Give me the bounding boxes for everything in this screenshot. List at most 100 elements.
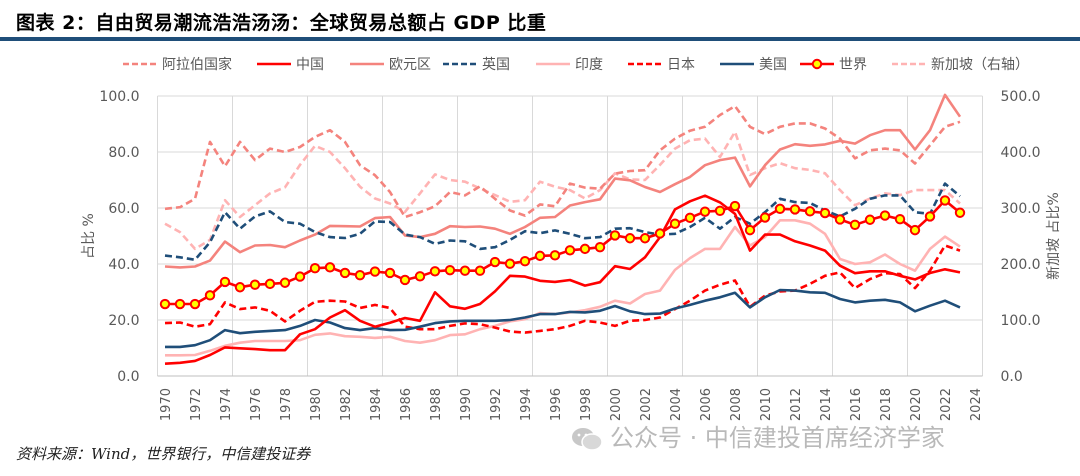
x-tick-label: 2004 (669, 388, 684, 421)
y-axis-label: 占比 % (81, 213, 97, 259)
data-point-world (834, 214, 846, 225)
watermark: 公众号 · 中信建投首席经济学家 (570, 418, 945, 453)
data-point-world (804, 206, 816, 217)
data-point-world (744, 224, 756, 236)
x-tick-label: 2000 (609, 388, 624, 421)
data-point-world (249, 279, 261, 290)
legend-label: 印度 (575, 57, 603, 73)
data-point-world (399, 274, 411, 286)
x-tick-label: 1990 (459, 388, 474, 421)
source-note: 资料来源：Wind，世界银行，中信建投证券 (16, 445, 311, 463)
data-point-world (429, 266, 441, 277)
y-tick-label: 100.0 (99, 89, 139, 105)
data-point-world (879, 210, 891, 221)
legend-label: 新加坡（右轴） (931, 57, 1029, 73)
legend-label: 日本 (667, 57, 695, 73)
series-line-5 (164, 244, 961, 334)
legend-marker (811, 58, 823, 70)
y-tick-label: 0.0 (117, 369, 139, 385)
x-tick-label: 1976 (249, 388, 264, 421)
data-point-world (549, 250, 561, 261)
data-point-world (504, 258, 516, 269)
data-point-world (864, 214, 876, 225)
data-point-world (894, 214, 906, 225)
data-point-world (459, 265, 471, 276)
data-point-world (279, 277, 291, 288)
y2-tick-label: 200.0 (1001, 257, 1041, 273)
wechat-icon (572, 428, 603, 451)
x-tick-label: 2008 (729, 388, 744, 421)
axes: 0.0 0.0 20.0 100.0 40.0 200.0 60.0 300.0 80.0 400… (81, 89, 1062, 421)
y2-axis-label: 新加坡 占比% (1046, 192, 1062, 280)
data-point-world (174, 298, 186, 310)
data-point-world (819, 207, 831, 219)
data-point-world (564, 245, 576, 256)
data-point-world (354, 270, 366, 281)
x-tick-label: 1998 (579, 388, 594, 421)
y2-tick-label: 500.0 (1001, 89, 1041, 105)
x-tick-label: 1992 (489, 388, 504, 421)
y2-tick-label: 400.0 (1001, 145, 1041, 161)
data-point-world (924, 211, 936, 222)
x-tick-label: 1982 (339, 388, 354, 421)
y2-tick-label: 100.0 (1001, 313, 1041, 329)
series-line-6 (165, 288, 961, 349)
series-line-1 (164, 194, 961, 365)
gridlines (157, 95, 983, 377)
data-point-world (579, 243, 591, 255)
x-tick-label: 1984 (369, 388, 384, 421)
x-tick-label: 1974 (219, 388, 234, 421)
y-tick-label: 40.0 (108, 257, 139, 273)
data-point-world (489, 256, 501, 268)
data-point-world (264, 278, 276, 290)
data-point-world (309, 263, 321, 274)
data-point-world (384, 267, 396, 279)
legend-label: 欧元区 (389, 57, 431, 73)
legend-label: 阿拉伯国家 (162, 56, 232, 73)
data-point-world (639, 233, 651, 244)
x-tick-label: 2002 (639, 388, 654, 421)
y-tick-label: 20.0 (108, 313, 139, 329)
data-point-world (294, 271, 306, 282)
x-tick-label: 1970 (159, 388, 174, 421)
legend-label: 美国 (759, 57, 787, 73)
y-tick-label: 80.0 (108, 145, 139, 161)
y-tick-label: 60.0 (108, 201, 139, 217)
x-tick-label: 1980 (309, 388, 324, 421)
watermark-text: 公众号 · 中信建投首席经济学家 (610, 424, 945, 452)
x-tick-label: 2022 (939, 388, 954, 421)
data-point-world (444, 264, 456, 276)
x-tick-label: 1996 (549, 388, 564, 421)
series-line-8 (164, 130, 961, 251)
x-tick-label: 2018 (879, 388, 894, 421)
x-tick-label: 2020 (909, 388, 924, 421)
data-point-world (624, 233, 636, 244)
series-line-0 (164, 104, 961, 219)
y2-tick-label: 0.0 (1001, 369, 1023, 385)
legend-label: 英国 (482, 56, 510, 73)
data-point-world (909, 224, 921, 236)
data-point-world (189, 298, 201, 310)
data-point-world (729, 200, 741, 212)
series-lines (159, 93, 966, 365)
data-point-world (324, 262, 336, 273)
x-tick-label: 1994 (519, 388, 534, 421)
data-point-world (609, 230, 621, 241)
data-point-world (519, 256, 531, 267)
data-point-world (774, 203, 786, 215)
data-point-world (414, 271, 426, 282)
data-point-world (849, 219, 861, 231)
legend-label: 世界 (839, 57, 867, 73)
x-tick-label: 1978 (279, 388, 294, 421)
legend: 阿拉伯国家 中国 欧元区 英国 印度 日本 美国 世界 新加坡（右轴） (123, 56, 1029, 73)
chart-title: 图表 2：自由贸易潮流浩浩汤汤：全球贸易总额占 GDP 比重 (16, 12, 547, 34)
data-point-world (534, 250, 546, 262)
data-point-world (159, 298, 171, 310)
data-point-world (684, 212, 696, 224)
data-point-world (714, 205, 726, 217)
legend-label: 中国 (296, 57, 324, 73)
x-tick-label: 2010 (759, 388, 774, 421)
data-point-world (474, 265, 486, 276)
data-point-world (954, 207, 966, 218)
